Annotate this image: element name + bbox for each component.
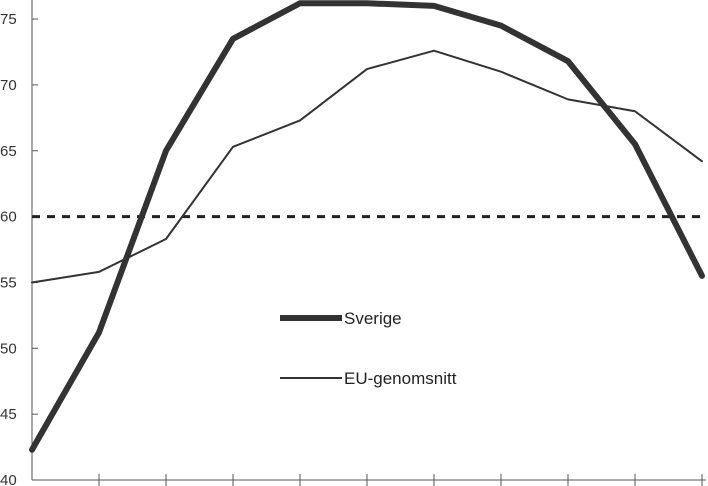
y-tick-label: 55 — [0, 274, 17, 291]
y-tick-label: 60 — [0, 209, 17, 226]
series-line-sverige — [29, 0, 705, 453]
y-tick-label: 75 — [0, 11, 17, 28]
y-tick-label: 40 — [0, 472, 17, 486]
y-tick-label: 65 — [0, 143, 17, 160]
y-tick-label: 45 — [0, 406, 17, 423]
y-tick-label: 50 — [0, 340, 17, 357]
series-lines — [29, 0, 705, 453]
x-axis-ticks — [98, 474, 703, 486]
series-line-eu-genomsnitt — [31, 49, 703, 284]
legend: Sverige EU-genomsnitt — [280, 309, 457, 388]
legend-label-eu-genomsnitt: EU-genomsnitt — [344, 369, 457, 388]
y-axis-ticks: 40 45 50 55 60 65 70 75 — [0, 11, 38, 486]
legend-label-sverige: Sverige — [344, 309, 402, 328]
y-tick-label: 70 — [0, 77, 17, 94]
